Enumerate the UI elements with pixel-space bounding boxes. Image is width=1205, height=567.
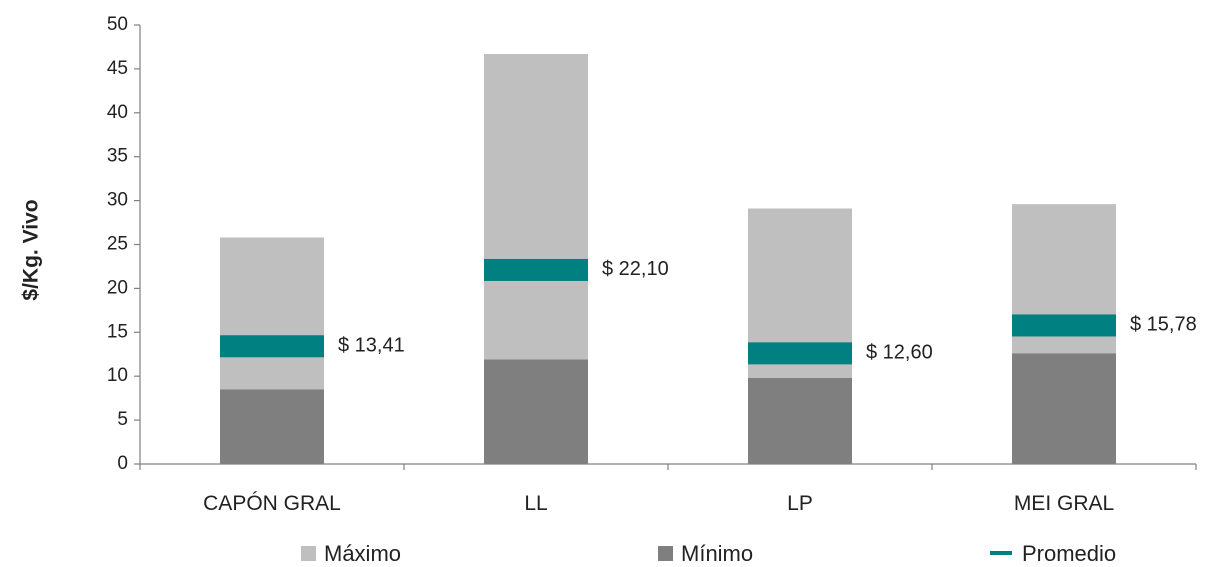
y-tick-label: 0	[117, 453, 128, 474]
average-marker	[1012, 314, 1116, 337]
legend-label-promedio: Promedio	[1022, 541, 1116, 566]
average-markers	[220, 258, 1116, 365]
legend-swatch-maximo	[301, 546, 316, 561]
category-label: CAPÓN GRAL	[203, 492, 341, 515]
data-label: $ 13,41	[338, 335, 405, 357]
average-marker	[484, 258, 588, 281]
average-marker	[220, 335, 324, 358]
data-label: $ 22,10	[602, 258, 669, 280]
y-tick-label: 25	[107, 234, 128, 255]
y-tick-label: 15	[107, 321, 128, 342]
y-tick-label: 30	[107, 190, 128, 211]
bar-minimo	[484, 359, 588, 464]
y-axis-label: $/Kg. Vivo	[20, 199, 43, 300]
bar-minimo	[220, 389, 324, 464]
x-axis: CAPÓN GRAL LL LP MEI GRAL	[139, 463, 1197, 515]
y-tick-label: 5	[117, 409, 128, 430]
y-tick-label: 45	[107, 58, 128, 79]
average-marker	[748, 342, 852, 365]
y-tick-label: 35	[107, 146, 128, 167]
bar-minimo	[1012, 353, 1116, 464]
category-label: MEI GRAL	[1014, 492, 1114, 515]
legend-label-minimo: Mínimo	[681, 541, 753, 566]
y-tick-label: 50	[107, 14, 128, 35]
legend-swatch-promedio	[990, 551, 1012, 555]
data-labels: $ 13,41 $ 22,10 $ 12,60 $ 15,78	[338, 258, 1197, 363]
category-label: LP	[787, 492, 813, 515]
bars	[220, 53, 1116, 464]
y-axis: 0 5 10 15 20 25 30 35 40 45 50	[107, 14, 141, 474]
bar-maximo	[220, 237, 324, 390]
y-tick-label: 40	[107, 102, 128, 123]
legend-swatch-minimo	[658, 546, 673, 561]
y-tick-label: 10	[107, 365, 128, 386]
legend: Máximo Mínimo Promedio	[301, 541, 1116, 566]
y-tick-label: 20	[107, 277, 128, 298]
bar-maximo	[484, 53, 588, 360]
category-label: LL	[524, 492, 547, 515]
data-label: $ 15,78	[1130, 314, 1197, 336]
data-label: $ 12,60	[866, 342, 933, 364]
bar-minimo	[748, 377, 852, 464]
legend-label-maximo: Máximo	[324, 541, 401, 566]
